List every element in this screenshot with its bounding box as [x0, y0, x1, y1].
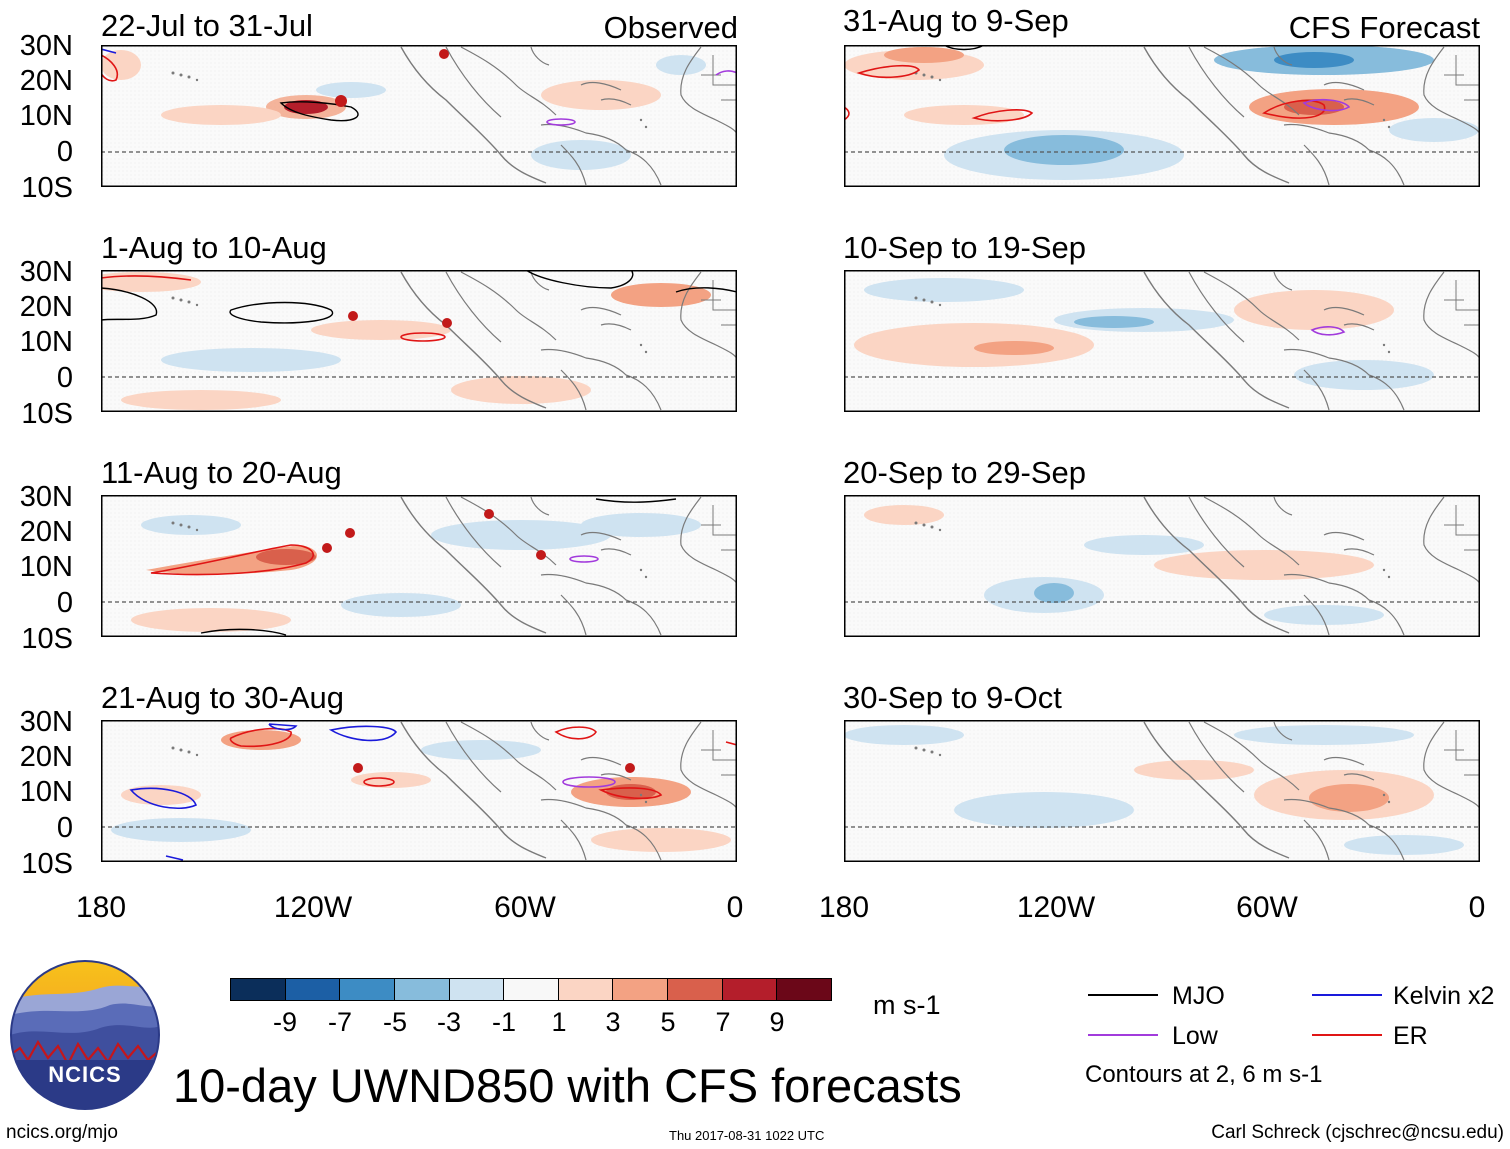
colorbar-tick: -9	[272, 1007, 298, 1037]
colorbar-tick: 3	[605, 1007, 621, 1037]
lat-label: 0	[56, 136, 73, 168]
colorbar-swatch	[449, 979, 505, 1000]
panel-title-obs-2: 1-Aug to 10-Aug	[101, 230, 327, 265]
forecast-column-label: CFS Forecast	[1288, 10, 1480, 45]
legend-label-low: Low	[1172, 1022, 1218, 1050]
colorbar-swatch	[558, 979, 614, 1000]
colorbar-swatch	[504, 979, 559, 1000]
legend-line-er	[1312, 1034, 1382, 1036]
lat-label: 10N	[19, 776, 73, 808]
lon-label: 0	[1468, 891, 1486, 924]
lat-label: 10S	[21, 398, 73, 430]
colorbar	[230, 978, 832, 1001]
panel-title-fc-3: 20-Sep to 29-Sep	[843, 455, 1087, 490]
colorbar-tick: -5	[382, 1007, 408, 1037]
lat-label: 20N	[19, 291, 73, 323]
legend-label-er: ER	[1393, 1022, 1428, 1050]
colorbar-units: m s-1	[873, 990, 941, 1020]
colorbar-tick: -7	[327, 1007, 353, 1037]
panel-title-obs-3: 11-Aug to 20-Aug	[101, 455, 342, 490]
legend-label-mjo: MJO	[1172, 982, 1225, 1010]
colorbar-tick: -3	[436, 1007, 462, 1037]
panel-title-fc-4: 30-Sep to 9-Oct	[843, 680, 1062, 715]
panel-title-obs-4: 21-Aug to 30-Aug	[101, 680, 345, 715]
map-forecast-3	[844, 495, 1480, 637]
main-title: 10-day UWND850 with CFS forecasts	[173, 1059, 962, 1112]
colorbar-swatch	[285, 979, 341, 1000]
footer-credit: Carl Schreck (cjschrec@ncsu.edu)	[1211, 1122, 1504, 1143]
lat-label: 0	[56, 362, 73, 394]
lat-label: 30N	[19, 30, 73, 62]
lat-label: 10S	[21, 172, 73, 204]
panel-title-obs-1: 22-Jul to 31-Jul	[101, 8, 313, 43]
lat-label: 10N	[19, 100, 73, 132]
lat-label: 20N	[19, 516, 73, 548]
observed-column-label: Observed	[603, 10, 738, 45]
map-observed-3	[101, 495, 737, 637]
colorbar-tick: -1	[491, 1007, 517, 1037]
map-observed-1	[101, 45, 737, 187]
colorbar-swatch	[722, 979, 778, 1000]
colorbar-swatch	[777, 979, 832, 1000]
legend-line-mjo	[1088, 994, 1158, 996]
lat-label: 10N	[19, 551, 73, 583]
footer-timestamp: Thu 2017-08-31 1022 UTC	[669, 1128, 825, 1143]
ncics-logo: NCICS	[10, 960, 160, 1110]
lat-label: 20N	[19, 65, 73, 97]
panel-title-fc-1: 31-Aug to 9-Sep	[843, 3, 1069, 38]
legend-label-kelvin: Kelvin x2	[1393, 982, 1495, 1010]
colorbar-swatch	[231, 979, 286, 1000]
colorbar-tick: 7	[715, 1007, 731, 1037]
lon-label: 120W	[273, 891, 353, 924]
lat-label: 20N	[19, 741, 73, 773]
logo-text: NCICS	[48, 1062, 122, 1087]
lat-label: 10N	[19, 326, 73, 358]
footer-url[interactable]: ncics.org/mjo	[6, 1122, 118, 1143]
colorbar-tick: 9	[769, 1007, 785, 1037]
map-observed-4	[101, 720, 737, 862]
legend-note: Contours at 2, 6 m s-1	[1085, 1061, 1323, 1088]
map-forecast-1	[844, 45, 1480, 187]
lat-label: 30N	[19, 706, 73, 738]
colorbar-swatch	[668, 979, 723, 1000]
lon-label: 180	[75, 891, 127, 924]
panel-title-fc-2: 10-Sep to 19-Sep	[843, 230, 1087, 265]
lat-label: 10S	[21, 623, 73, 655]
lat-label: 0	[56, 812, 73, 844]
colorbar-tick: 5	[660, 1007, 676, 1037]
lon-label: 60W	[1236, 891, 1298, 924]
colorbar-swatch	[394, 979, 450, 1000]
map-observed-2	[101, 270, 737, 412]
lon-label: 0	[726, 891, 744, 924]
colorbar-swatch	[613, 979, 669, 1000]
colorbar-tick: 1	[551, 1007, 567, 1037]
legend-line-kelvin	[1312, 994, 1382, 996]
lon-label: 180	[818, 891, 870, 924]
lon-label: 60W	[494, 891, 556, 924]
lat-label: 10S	[21, 848, 73, 880]
lat-label: 30N	[19, 481, 73, 513]
map-forecast-2	[844, 270, 1480, 412]
lat-label: 0	[56, 587, 73, 619]
lon-label: 120W	[1016, 891, 1096, 924]
lat-label: 30N	[19, 256, 73, 288]
map-forecast-4	[844, 720, 1480, 862]
colorbar-swatch	[340, 979, 395, 1000]
legend-line-low	[1088, 1034, 1158, 1036]
